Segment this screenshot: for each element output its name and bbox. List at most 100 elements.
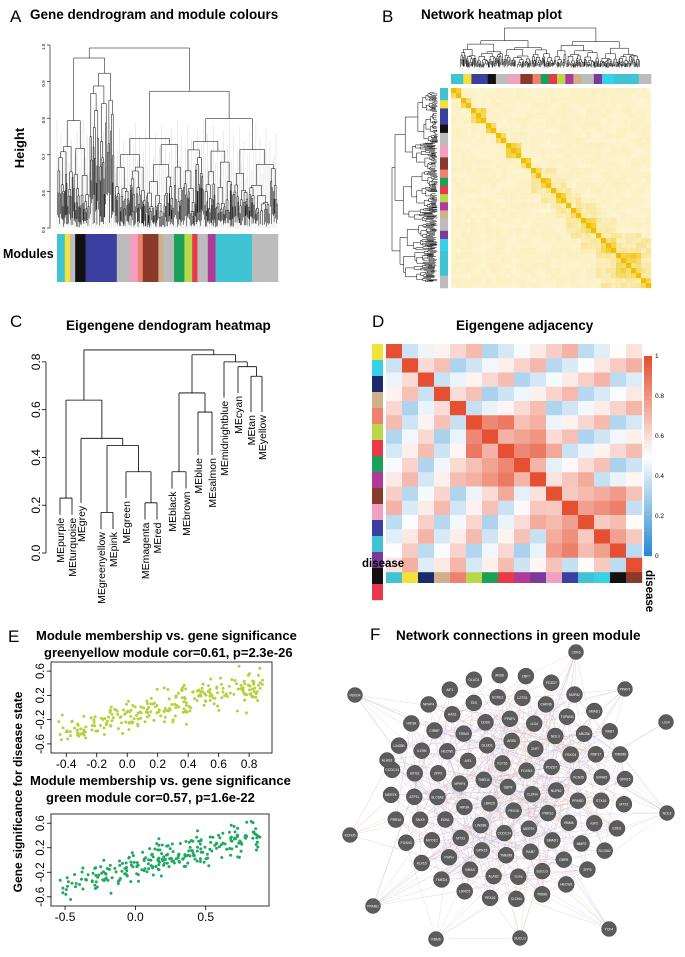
E2-point [183, 854, 187, 858]
panel-b-heat-cell [641, 253, 647, 259]
panel-b-heat-cell [461, 93, 467, 99]
panel-b-heat-cell [506, 238, 512, 244]
panel-b-heat-cell [546, 243, 552, 249]
E1-point [92, 720, 96, 724]
panel-d-cell [466, 543, 483, 558]
panel-b-heat-cell [546, 268, 552, 274]
panel-b-heat-cell [551, 178, 557, 184]
E1-point [208, 694, 212, 698]
panel-b-heat-cell [626, 113, 632, 119]
E2-point [64, 892, 68, 896]
panel-d-cell [546, 557, 563, 573]
panel-b-top-module-grey [581, 74, 595, 84]
panel-d-cell [466, 443, 483, 459]
panel-b-heat-cell [596, 123, 602, 129]
panel-d-cell [626, 429, 643, 444]
panel-b-heat-cell [496, 238, 502, 244]
panel-a-ytick-label: 0.8 [41, 116, 46, 123]
panel-b-heat-cell [511, 148, 517, 154]
panel-b-heat-cell [461, 273, 467, 279]
panel-b-heat-cell [581, 108, 586, 113]
panel-b-heat-cell [631, 273, 637, 279]
panel-b-heat-cell [616, 198, 622, 204]
panel-b-heat-cell [566, 113, 572, 119]
panel-b-heat-cell [451, 103, 457, 109]
panel-b-heat-cell [491, 248, 497, 254]
panel-b-heat-cell [561, 163, 567, 169]
panel-b-heat-cell [551, 143, 556, 148]
panel-b-heat-cell [491, 243, 497, 249]
E2-point [100, 871, 104, 875]
panel-d-cell [450, 386, 467, 402]
panel-b-heat-cell [511, 193, 517, 199]
E2-point [157, 843, 161, 847]
panel-b-heat-cell [616, 278, 622, 284]
panel-b-heat-cell [586, 158, 592, 164]
panel-b-heat-cell [511, 283, 517, 289]
panel-b-heat-cell [561, 253, 567, 259]
panel-b-heat-cell [511, 168, 517, 174]
panel-b-heat-cell [581, 273, 587, 279]
panel-b-heat-cell [631, 203, 637, 209]
E2-point [80, 877, 83, 881]
panel-b-heat-cell [451, 168, 457, 174]
panel-d-row-red [372, 440, 383, 457]
panel-b-heat-cell [466, 113, 472, 119]
panel-b-heat-cell [606, 188, 612, 194]
panel-d-cell [450, 529, 467, 544]
panel-b-heat-cell [521, 128, 527, 134]
panel-b-heat-cell [521, 233, 526, 238]
panel-b-heat-cell [626, 118, 631, 123]
panel-b-heat-cell [496, 98, 502, 104]
E1-point [132, 717, 136, 721]
E1-point [221, 686, 225, 690]
panel-d-cell [434, 344, 451, 359]
panel-b-heat-cell [591, 243, 597, 249]
panel-b-heat-cell [491, 253, 497, 259]
panel-b-heat-cell [646, 128, 652, 134]
panel-b-heat-cell [566, 273, 572, 279]
E2-point [132, 860, 136, 864]
panel-b-heat-cell [511, 133, 517, 139]
panel-b-heat-cell [641, 103, 647, 109]
panel-b-heat-cell [641, 148, 647, 154]
panel-b-heat-cell [486, 248, 492, 254]
panel-d-cell [562, 415, 579, 430]
E1-point [93, 724, 97, 728]
E1-point [204, 699, 208, 703]
panel-b-heat-cell [471, 278, 477, 284]
E2-point [255, 840, 259, 844]
panel-b-heat-cell [506, 258, 512, 264]
panel-b-heat-cell [531, 108, 537, 114]
panel-b-heat-cell [516, 223, 522, 229]
panel-f-node [452, 829, 469, 847]
panel-b-heat-cell [556, 208, 562, 214]
E2-point [80, 870, 84, 874]
panel-b-heat-cell [581, 278, 587, 284]
panel-f-node [420, 696, 437, 713]
panel-d-colorbar-step [644, 532, 652, 537]
panel-d-cell [466, 529, 483, 544]
panel-b-heat-cell [466, 233, 472, 239]
panel-b-heat-cell [571, 203, 577, 209]
panel-b-heat-cell [641, 183, 647, 189]
panel-d-cell [578, 458, 595, 473]
panel-b-heat-cell [641, 168, 647, 174]
panel-d-colorbar-step [644, 504, 652, 509]
panel-d-cell [594, 386, 611, 402]
panel-b-heat-cell [616, 183, 622, 189]
E1-point [66, 737, 70, 741]
E1-xtick-label: 0.8 [241, 757, 258, 771]
panel-b-heat-cell [531, 238, 537, 244]
panel-d-colorbar-step [644, 448, 652, 453]
panel-d-colorbar-step [644, 488, 652, 493]
panel-b-heat-cell [461, 268, 467, 274]
panel-b-heat-cell [536, 208, 542, 214]
panel-b-heat-cell [566, 163, 572, 169]
E2-point [101, 878, 105, 882]
panel-d-cell [610, 372, 627, 387]
panel-b-heat-cell [641, 88, 647, 94]
panel-d-cell [546, 500, 563, 516]
panel-b-heat-cell [646, 243, 652, 249]
panel-d-cell [610, 429, 627, 444]
